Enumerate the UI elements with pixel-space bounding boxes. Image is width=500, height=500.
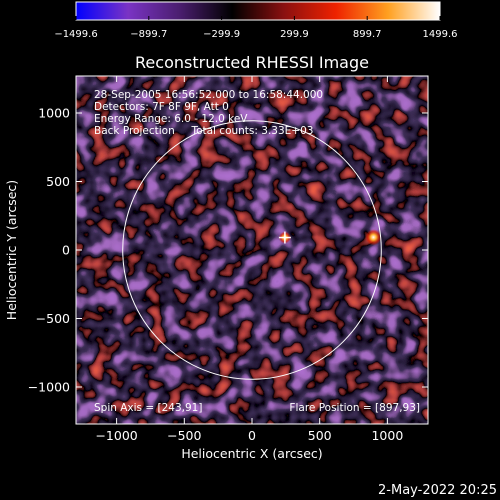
date-stamp: 2-May-2022 20:25 (378, 483, 497, 498)
colorbar-ramp (75, 1, 441, 21)
spin-axis-marker (278, 231, 291, 244)
info-line-method: Back Projection Total counts: 3.33E+03 (94, 125, 313, 137)
x-tick-label: −500 (167, 428, 201, 443)
x-tick-label: 1000 (371, 428, 403, 443)
info-line-energy: Energy Range: 6.0 - 12.0 keV (94, 113, 248, 125)
y-axis-label: Heliocentric Y (arcsec) (4, 180, 19, 320)
colorbar: −1499.6 −899.7 −299.9 299.9 899.7 1499.6 (54, 1, 458, 40)
colorbar-tick-label: −299.9 (203, 29, 240, 40)
spin-axis-label: Spin Axis = [243,91] (94, 402, 202, 414)
x-axis-ticks: −1000 −500 0 500 1000 (95, 76, 403, 443)
y-axis-ticks: −1000 −500 0 500 1000 (28, 105, 428, 395)
colorbar-tick-label: −899.7 (130, 29, 167, 40)
chart-title: Reconstructed RHESSI Image (135, 53, 369, 72)
bright-source (365, 229, 382, 246)
info-line-detectors: Detectors: 7F 8F 9F, Att 0 (94, 101, 229, 113)
x-tick-label: 0 (248, 428, 256, 443)
flare-position-label: Flare Position = [897,93] (289, 402, 420, 414)
y-tick-label: 1000 (38, 105, 70, 120)
image-area (76, 76, 428, 424)
x-tick-label: 500 (308, 428, 332, 443)
solar-limb-circle (122, 120, 382, 380)
colorbar-ticks: −1499.6 −899.7 −299.9 299.9 899.7 1499.6 (54, 16, 458, 40)
y-tick-label: 0 (62, 243, 70, 258)
x-tick-label: −1000 (95, 428, 137, 443)
colorbar-tick-label: 1499.6 (423, 29, 458, 40)
x-axis-label: Heliocentric X (arcsec) (181, 446, 322, 461)
reconstructed-image (76, 76, 428, 424)
colorbar-tick-label: 899.7 (353, 29, 382, 40)
colorbar-tick-label: −1499.6 (54, 29, 97, 40)
y-tick-label: −500 (36, 311, 70, 326)
y-tick-label: 500 (46, 174, 70, 189)
colorbar-tick-label: 299.9 (280, 29, 309, 40)
y-tick-label: −1000 (28, 380, 70, 395)
info-line-time: 28-Sep-2005 16:56:52.000 to 16:58:44.000 (94, 89, 323, 101)
info-block: 28-Sep-2005 16:56:52.000 to 16:58:44.000… (94, 89, 323, 137)
